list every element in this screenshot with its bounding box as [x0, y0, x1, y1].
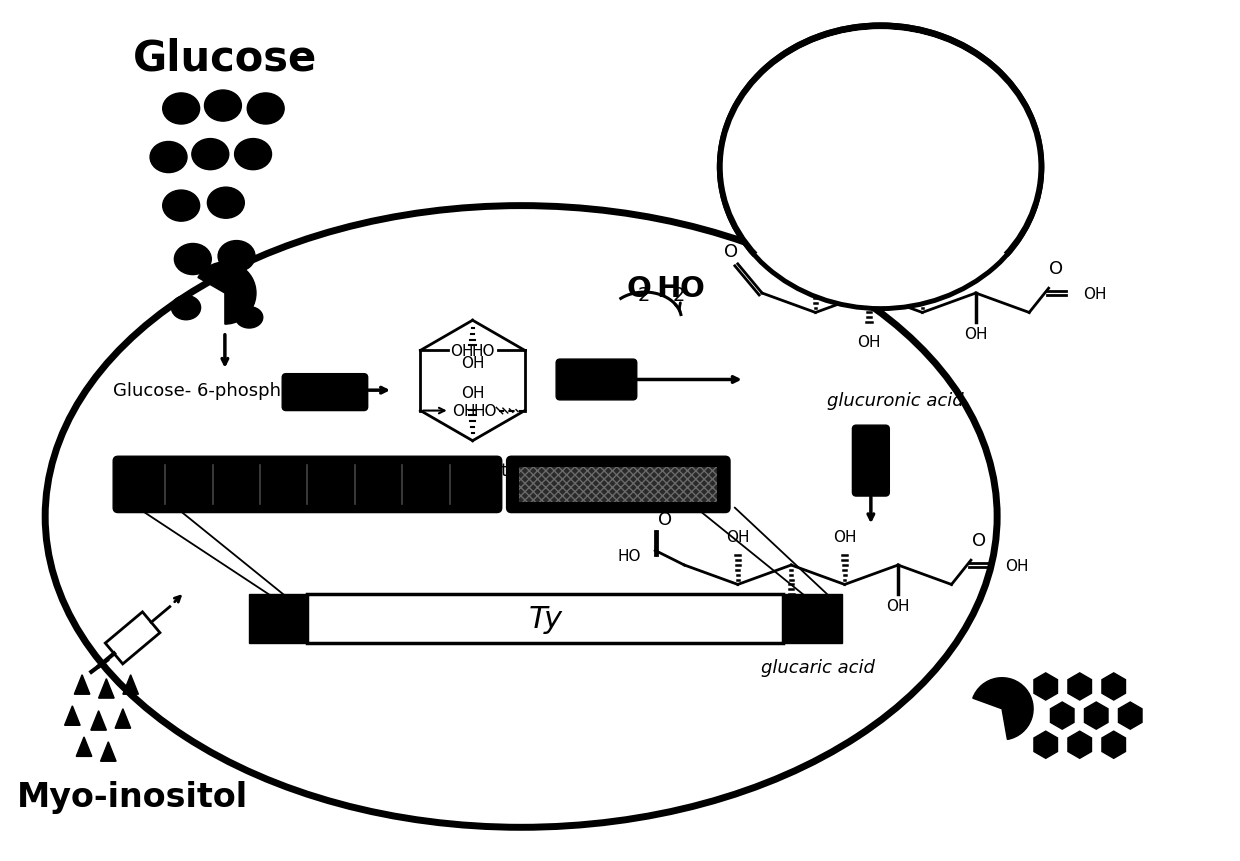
Text: O: O [658, 511, 672, 529]
Ellipse shape [192, 139, 228, 170]
Polygon shape [105, 612, 160, 664]
Polygon shape [1050, 703, 1074, 729]
Text: HO: HO [474, 404, 496, 418]
Text: 2: 2 [637, 285, 650, 304]
Bar [308, 594, 784, 643]
Ellipse shape [720, 27, 1040, 308]
Polygon shape [1102, 731, 1126, 759]
Ellipse shape [162, 94, 200, 125]
Text: OH: OH [804, 257, 827, 272]
Ellipse shape [722, 28, 1039, 307]
Ellipse shape [175, 245, 211, 276]
Polygon shape [1034, 731, 1058, 759]
Text: OH: OH [727, 529, 749, 544]
Polygon shape [1085, 703, 1109, 729]
Text: O: O [972, 532, 986, 550]
Text: OH: OH [1004, 558, 1028, 573]
Polygon shape [91, 711, 107, 730]
Text: Myo-inositol: Myo-inositol [423, 461, 523, 480]
Text: Ty: Ty [528, 604, 563, 633]
Text: OH: OH [461, 356, 485, 371]
Text: HO: HO [471, 344, 495, 358]
Ellipse shape [236, 307, 263, 329]
Ellipse shape [150, 142, 187, 173]
Bar [249, 594, 308, 643]
FancyBboxPatch shape [852, 425, 889, 497]
Bar [784, 594, 842, 643]
Polygon shape [1068, 731, 1091, 759]
Polygon shape [123, 675, 139, 695]
Text: OH: OH [780, 606, 804, 621]
Text: H: H [647, 275, 682, 303]
Ellipse shape [234, 139, 272, 170]
Text: O: O [626, 275, 651, 303]
Ellipse shape [207, 188, 244, 219]
Text: OH: OH [910, 257, 934, 272]
Polygon shape [99, 678, 114, 698]
Polygon shape [1068, 673, 1091, 700]
Ellipse shape [723, 30, 1038, 305]
Wedge shape [973, 678, 1033, 740]
Polygon shape [74, 675, 89, 695]
Bar [520, 468, 718, 502]
Text: OH: OH [453, 404, 476, 418]
Ellipse shape [205, 91, 242, 122]
Text: Glucose- 6-phosphate: Glucose- 6-phosphate [113, 381, 310, 400]
Polygon shape [64, 706, 81, 726]
Bar [520, 468, 718, 502]
Text: O: O [680, 275, 704, 303]
Ellipse shape [218, 241, 255, 272]
FancyBboxPatch shape [556, 360, 637, 400]
FancyBboxPatch shape [113, 456, 502, 513]
FancyBboxPatch shape [507, 456, 730, 513]
Text: glucaric acid: glucaric acid [760, 659, 874, 676]
Polygon shape [1034, 673, 1058, 700]
Polygon shape [100, 742, 117, 761]
Text: Glucose: Glucose [133, 38, 317, 80]
Polygon shape [77, 737, 92, 757]
Text: OH: OH [450, 344, 474, 358]
Ellipse shape [171, 296, 201, 320]
Text: Myo-inositol: Myo-inositol [17, 780, 248, 813]
Text: OH: OH [1083, 286, 1106, 301]
Wedge shape [198, 263, 255, 325]
Ellipse shape [247, 94, 284, 125]
Polygon shape [1102, 673, 1126, 700]
Polygon shape [115, 709, 130, 728]
Ellipse shape [162, 191, 200, 222]
Text: OH: OH [887, 598, 910, 613]
FancyBboxPatch shape [283, 375, 368, 411]
Polygon shape [1118, 703, 1142, 729]
Text: OH: OH [833, 529, 857, 544]
Text: HO: HO [618, 548, 641, 563]
Text: 2: 2 [673, 285, 684, 304]
Text: OH: OH [461, 386, 485, 400]
Text: OH: OH [963, 326, 987, 342]
Text: O: O [1049, 260, 1064, 278]
Text: glucuronic acid: glucuronic acid [827, 392, 963, 410]
Text: O: O [724, 243, 738, 261]
Text: OH: OH [857, 334, 880, 350]
